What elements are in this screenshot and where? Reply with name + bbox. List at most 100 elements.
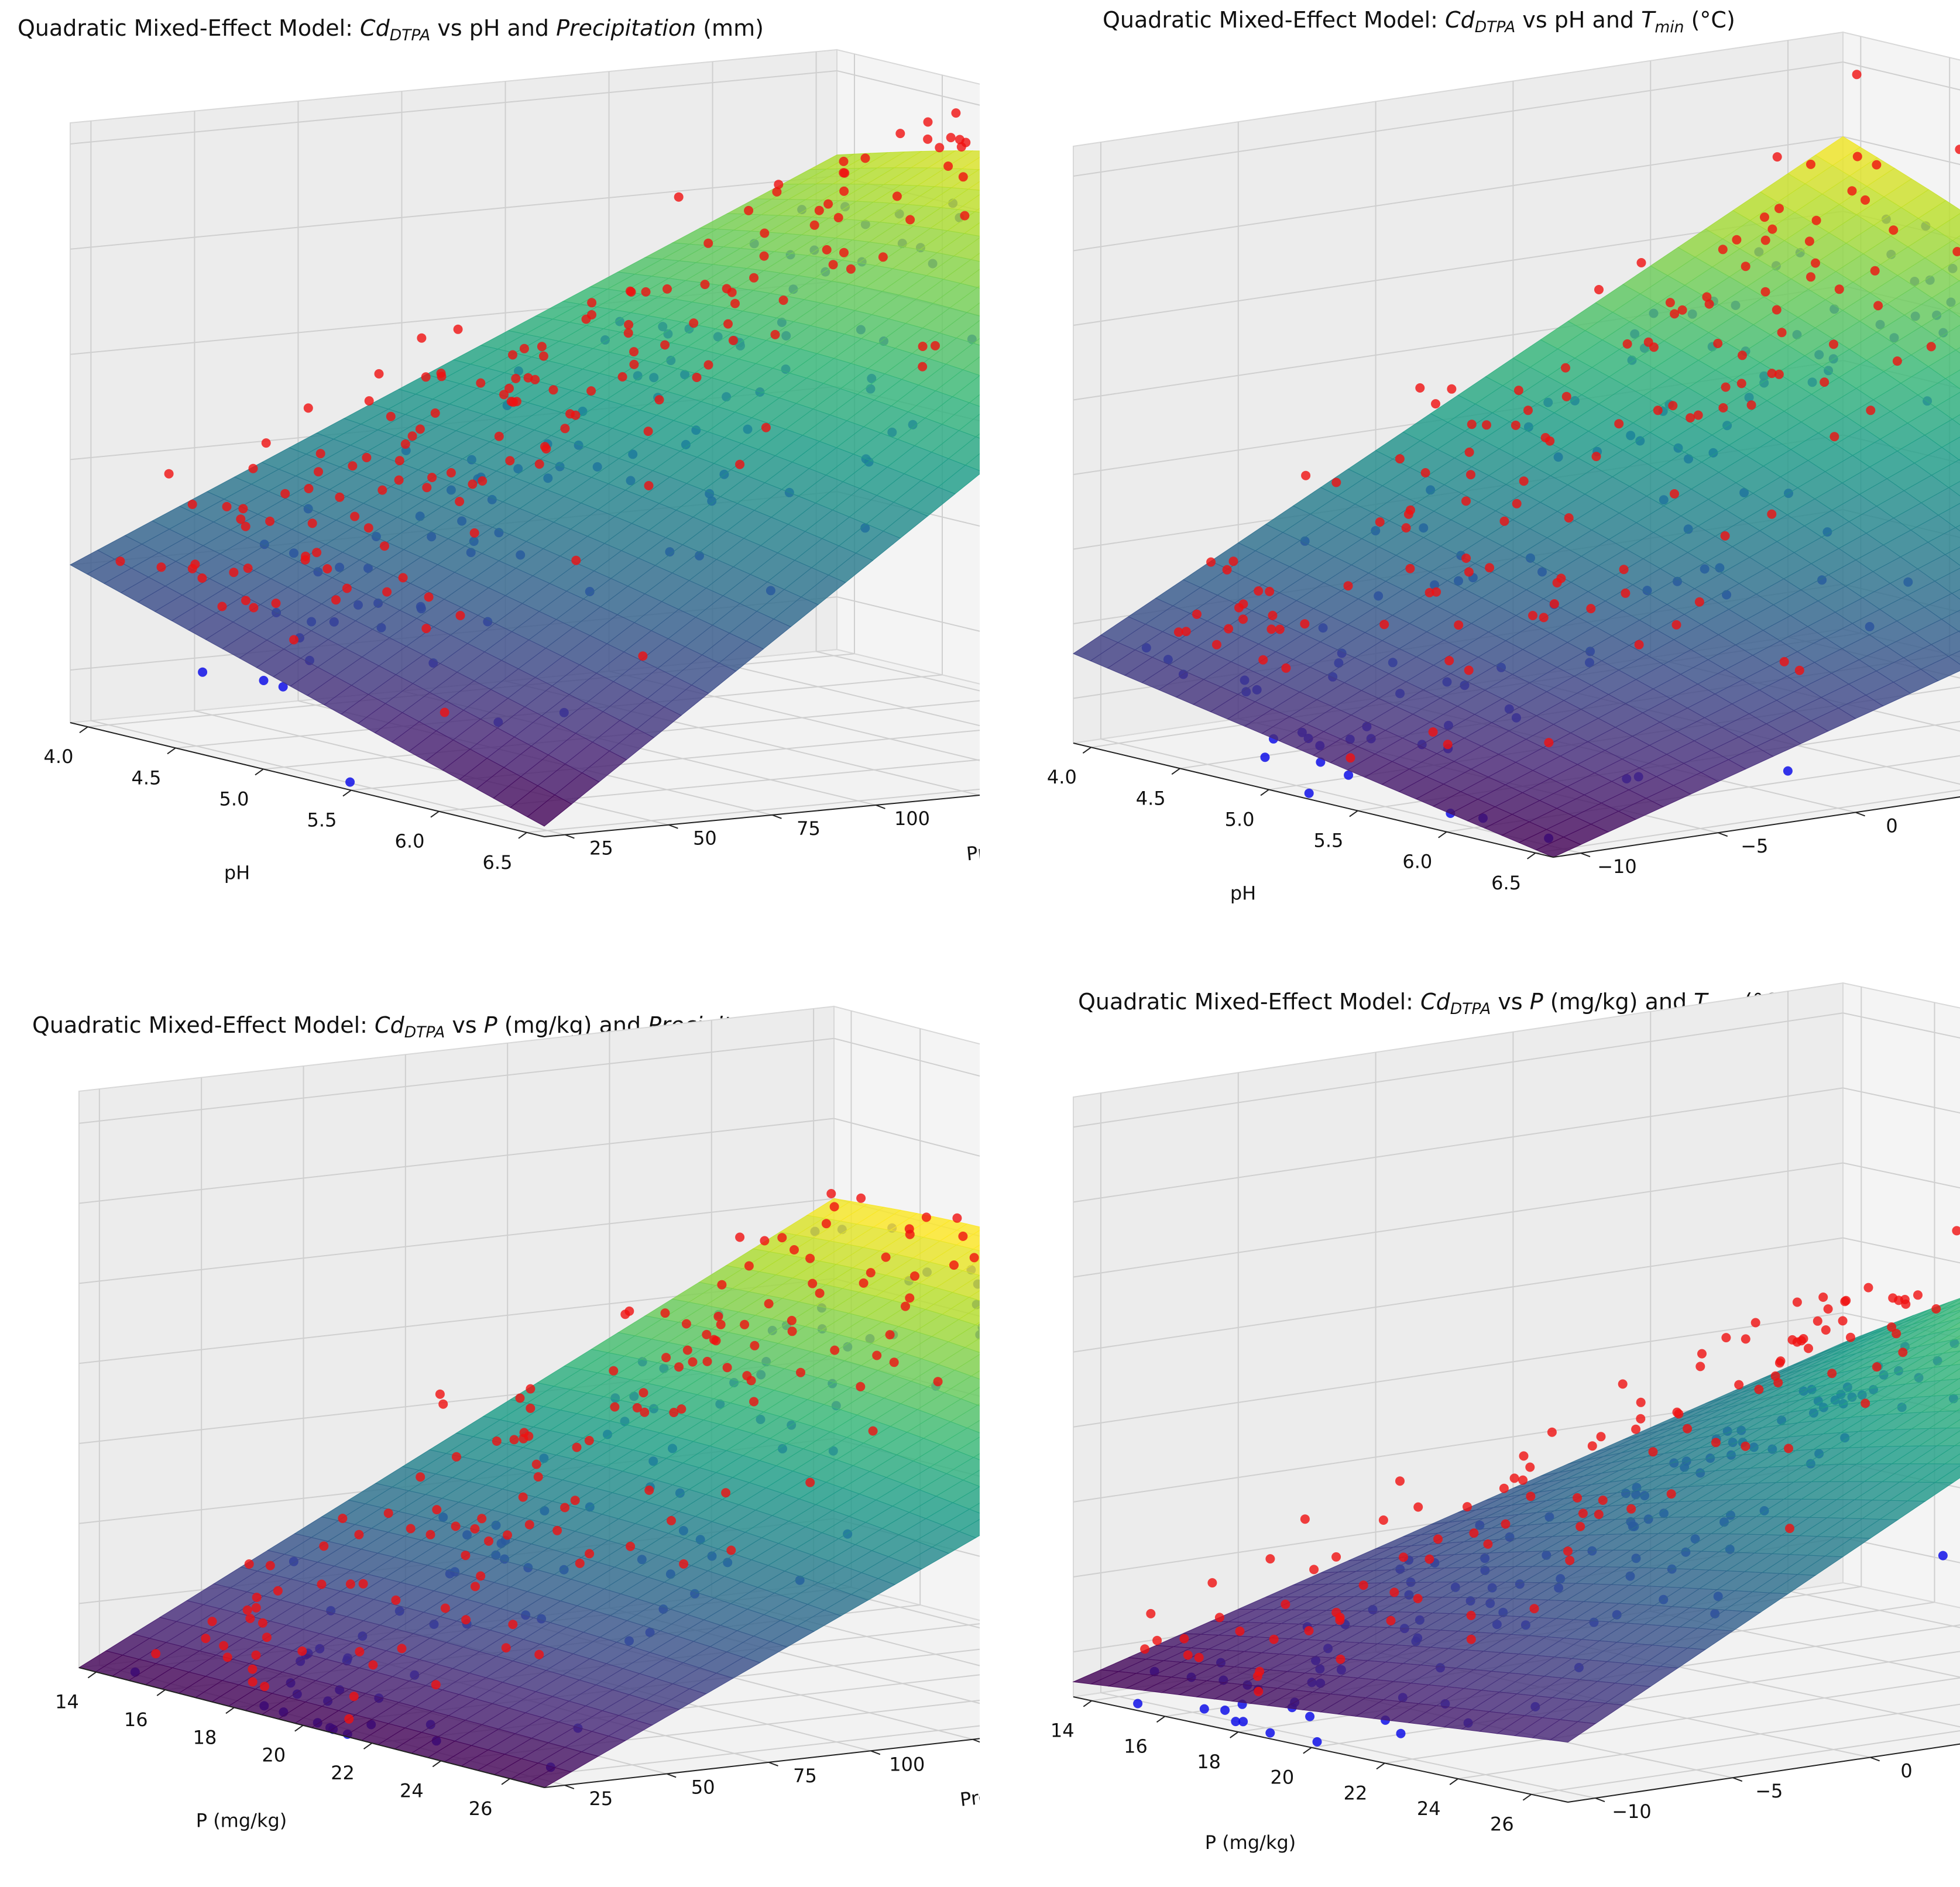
scatter-point: [1464, 665, 1474, 675]
scatter-point: [1561, 391, 1571, 401]
scatter-point: [471, 1582, 480, 1592]
x-tick: [1376, 1762, 1385, 1770]
surface-cell: [1956, 1302, 1960, 1305]
y-tick: [772, 814, 782, 819]
title-segment: P: [483, 1012, 497, 1038]
surface-cell: [1948, 481, 1960, 497]
grid-line: [813, 1584, 980, 1629]
x-tick-label: 24: [400, 1779, 424, 1802]
scatter-point: [1913, 1290, 1923, 1300]
scatter-point: [770, 329, 780, 339]
x-tick: [1522, 1793, 1532, 1801]
scatter-point: [1829, 339, 1838, 349]
scatter-point: [236, 514, 246, 524]
scatter-point: [702, 1356, 712, 1366]
scatter-point: [1870, 266, 1880, 276]
scatter-point: [703, 360, 713, 370]
scatter-point: [609, 1366, 619, 1376]
title-segment: min: [1654, 18, 1684, 36]
grid-line: [526, 788, 980, 833]
grid-line: [1073, 61, 1844, 177]
scatter-point: [1774, 369, 1784, 379]
scatter-point: [1463, 1502, 1472, 1512]
scatter-point: [624, 319, 634, 329]
scatter-point: [1683, 1424, 1693, 1434]
scatter-point: [1636, 258, 1646, 267]
scatter-point: [689, 318, 699, 328]
scatter-point: [238, 504, 248, 514]
scatter-point: [1413, 1594, 1423, 1603]
scatter-point: [626, 1541, 636, 1551]
grid-line: [1842, 1237, 1960, 1264]
scatter-point: [1797, 1336, 1806, 1346]
scatter-point: [1813, 1316, 1822, 1326]
scatter-point: [1395, 1476, 1405, 1486]
grid-line: [712, 661, 980, 727]
scatter-point: [537, 342, 547, 352]
scatter-point: [571, 410, 581, 420]
scatter-point: [1792, 1297, 1802, 1307]
scatter-point: [749, 1397, 759, 1407]
scatter-point: [1596, 1432, 1606, 1442]
scatter-point: [1512, 499, 1522, 508]
surface: [69, 150, 980, 827]
scatter-point: [1485, 563, 1495, 573]
x-tick: [225, 1707, 235, 1714]
x-tick-label: 4.5: [132, 767, 162, 789]
scatter-point: [1952, 247, 1960, 256]
scatter-point: [1926, 342, 1936, 352]
scatter-point: [1207, 1578, 1217, 1588]
x-tick: [79, 726, 88, 734]
scatter-point: [892, 191, 902, 201]
scatter-point: [692, 373, 702, 382]
scatter-point: [435, 1389, 445, 1399]
scatter-point: [470, 1524, 480, 1534]
scatter-point: [1898, 1348, 1908, 1357]
scatter-point: [278, 682, 288, 692]
scatter-point: [1238, 1717, 1248, 1727]
x-tick-label: 5.5: [1313, 830, 1343, 852]
scatter-point: [1316, 757, 1326, 767]
scatter-point: [345, 777, 355, 787]
scatter-point: [187, 500, 197, 509]
scatter-point: [750, 1341, 760, 1350]
scatter-point: [1379, 620, 1389, 630]
scatter-point: [265, 516, 275, 526]
scatter-point: [1454, 620, 1464, 630]
scatter-point: [1424, 587, 1434, 597]
scatter-point: [955, 135, 964, 145]
scatter-point: [451, 1452, 461, 1462]
scatter-point: [815, 1288, 825, 1298]
scatter-point: [787, 1315, 797, 1325]
scatter-point: [1389, 1587, 1399, 1597]
scatter-point: [1312, 1737, 1322, 1747]
scatter-point: [1482, 420, 1491, 430]
scatter-point: [859, 1278, 869, 1288]
scatter-point: [878, 252, 888, 262]
scatter-point: [951, 108, 961, 118]
y-tick-label: −5: [1741, 835, 1768, 857]
scatter-point: [839, 248, 849, 257]
scatter-point: [1900, 1295, 1910, 1304]
surface-cell: [1535, 836, 1582, 858]
scatter-point: [512, 397, 521, 407]
scatter-point: [1721, 1333, 1731, 1343]
grid-line: [1073, 1237, 1844, 1353]
surface-cell: [977, 1403, 980, 1407]
scatter-point: [1464, 447, 1474, 457]
x-tick-label: 5.0: [219, 788, 249, 810]
scatter-point: [1818, 1293, 1828, 1302]
scatter-point: [1466, 1634, 1476, 1644]
x-tick-label: 26: [1490, 1813, 1514, 1836]
scatter-point: [885, 1330, 895, 1340]
title-segment: DTPA: [389, 26, 431, 44]
surface-cell: [1954, 1442, 1960, 1446]
surface: [1072, 136, 1960, 858]
y-axis-label: Precipitation (mm): [966, 826, 980, 865]
scatter-point: [244, 1559, 254, 1569]
scatter-point: [1222, 565, 1232, 575]
grid-line: [836, 596, 980, 632]
scatter-point: [314, 467, 323, 477]
scatter-point: [703, 238, 713, 248]
scatter-point: [1304, 788, 1314, 798]
